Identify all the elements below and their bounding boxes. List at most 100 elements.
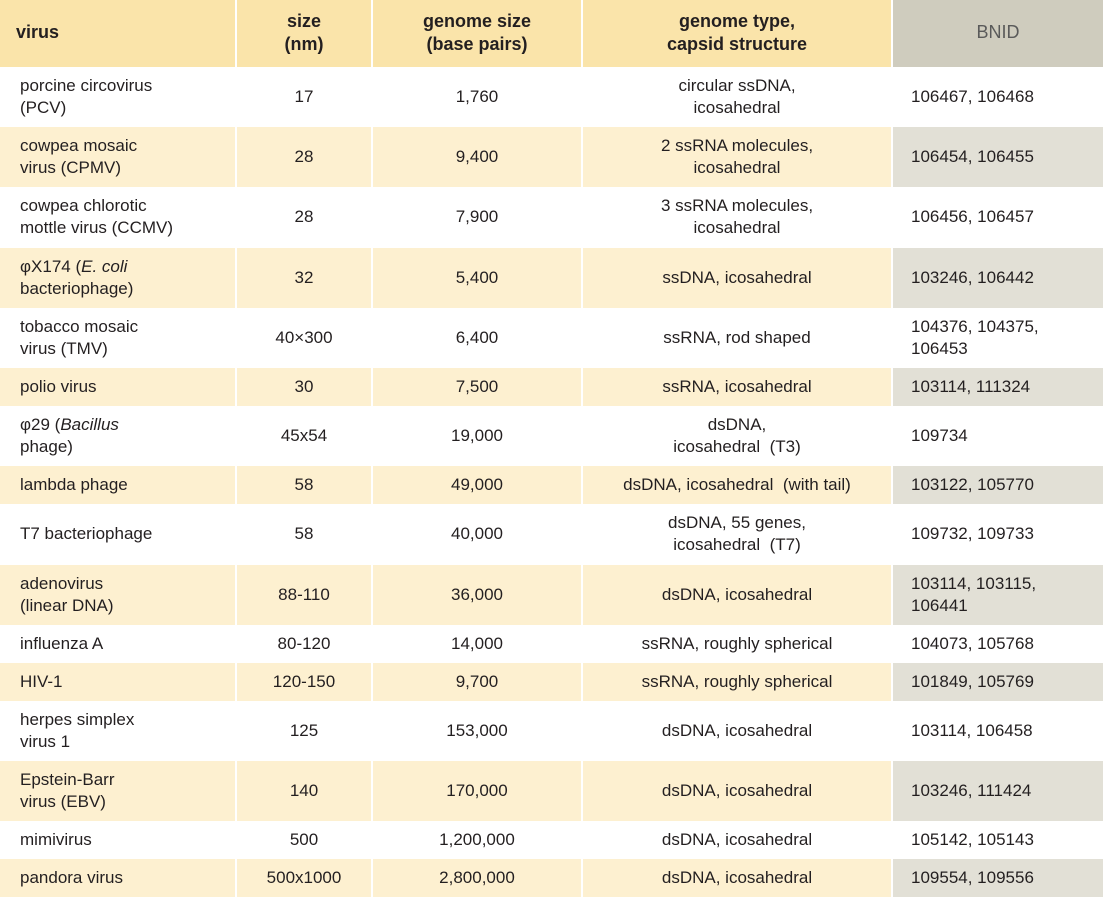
cell-bnid: 103114, 111324 [892,368,1103,406]
table-row: tobacco mosaicvirus (TMV)40×3006,400ssRN… [0,308,1103,368]
cell-genome: 14,000 [372,625,582,663]
cell-bnid: 109734 [892,406,1103,466]
col-header-type: genome type,capsid structure [582,0,892,67]
cell-genome: 49,000 [372,466,582,504]
cell-size: 32 [236,248,372,308]
cell-bnid: 109732, 109733 [892,504,1103,564]
cell-bnid: 106456, 106457 [892,187,1103,247]
cell-size: 120-150 [236,663,372,701]
cell-bnid: 106467, 106468 [892,67,1103,127]
table-row: cowpea mosaicvirus (CPMV)289,4002 ssRNA … [0,127,1103,187]
cell-bnid: 106454, 106455 [892,127,1103,187]
cell-size: 500 [236,821,372,859]
cell-bnid: 105142, 105143 [892,821,1103,859]
cell-bnid: 103122, 105770 [892,466,1103,504]
cell-size: 17 [236,67,372,127]
table-row: porcine circovirus(PCV)171,760circular s… [0,67,1103,127]
cell-virus: T7 bacteriophage [0,504,236,564]
table-row: herpes simplexvirus 1125153,000dsDNA, ic… [0,701,1103,761]
cell-size: 45x54 [236,406,372,466]
cell-type: dsDNA, icosahedral (with tail) [582,466,892,504]
cell-genome: 1,760 [372,67,582,127]
cell-type: dsDNA, icosahedral [582,761,892,821]
cell-type: ssRNA, icosahedral [582,368,892,406]
cell-genome: 170,000 [372,761,582,821]
cell-bnid: 109554, 109556 [892,859,1103,897]
table-row: adenovirus(linear DNA)88-11036,000dsDNA,… [0,565,1103,625]
virus-table-container: virus size(nm) genome size(base pairs) g… [0,0,1103,897]
cell-size: 30 [236,368,372,406]
cell-bnid: 101849, 105769 [892,663,1103,701]
cell-genome: 9,700 [372,663,582,701]
col-header-bnid: BNID [892,0,1103,67]
cell-genome: 7,900 [372,187,582,247]
cell-genome: 6,400 [372,308,582,368]
table-row: influenza A80-12014,000ssRNA, roughly sp… [0,625,1103,663]
cell-bnid: 103114, 103115,106441 [892,565,1103,625]
cell-virus: φX174 (E. colibacteriophage) [0,248,236,308]
cell-size: 40×300 [236,308,372,368]
cell-bnid: 104073, 105768 [892,625,1103,663]
cell-type: dsDNA, icosahedral [582,701,892,761]
cell-genome: 153,000 [372,701,582,761]
cell-genome: 19,000 [372,406,582,466]
table-body: porcine circovirus(PCV)171,760circular s… [0,67,1103,897]
cell-genome: 2,800,000 [372,859,582,897]
table-row: HIV-1120-1509,700ssRNA, roughly spherica… [0,663,1103,701]
cell-virus: φ29 (Bacillusphage) [0,406,236,466]
cell-genome: 1,200,000 [372,821,582,859]
table-row: φ29 (Bacillusphage)45x5419,000dsDNA,icos… [0,406,1103,466]
cell-type: ssDNA, icosahedral [582,248,892,308]
cell-bnid: 104376, 104375,106453 [892,308,1103,368]
virus-table: virus size(nm) genome size(base pairs) g… [0,0,1103,897]
cell-virus: porcine circovirus(PCV) [0,67,236,127]
cell-type: ssRNA, rod shaped [582,308,892,368]
cell-type: circular ssDNA,icosahedral [582,67,892,127]
cell-type: dsDNA, icosahedral [582,859,892,897]
cell-virus: herpes simplexvirus 1 [0,701,236,761]
cell-type: 2 ssRNA molecules,icosahedral [582,127,892,187]
col-header-genome: genome size(base pairs) [372,0,582,67]
table-row: Epstein-Barrvirus (EBV)140170,000dsDNA, … [0,761,1103,821]
table-row: mimivirus5001,200,000dsDNA, icosahedral1… [0,821,1103,859]
cell-type: dsDNA,icosahedral (T3) [582,406,892,466]
col-header-size: size(nm) [236,0,372,67]
cell-virus: HIV-1 [0,663,236,701]
table-row: pandora virus500x10002,800,000dsDNA, ico… [0,859,1103,897]
cell-bnid: 103114, 106458 [892,701,1103,761]
cell-size: 88-110 [236,565,372,625]
cell-virus: adenovirus(linear DNA) [0,565,236,625]
table-header-row: virus size(nm) genome size(base pairs) g… [0,0,1103,67]
cell-type: 3 ssRNA molecules,icosahedral [582,187,892,247]
cell-virus: influenza A [0,625,236,663]
cell-size: 28 [236,187,372,247]
cell-bnid: 103246, 106442 [892,248,1103,308]
table-row: T7 bacteriophage5840,000dsDNA, 55 genes,… [0,504,1103,564]
cell-virus: lambda phage [0,466,236,504]
cell-size: 500x1000 [236,859,372,897]
cell-size: 58 [236,466,372,504]
cell-type: dsDNA, icosahedral [582,821,892,859]
cell-genome: 5,400 [372,248,582,308]
cell-genome: 36,000 [372,565,582,625]
table-row: lambda phage5849,000dsDNA, icosahedral (… [0,466,1103,504]
cell-size: 28 [236,127,372,187]
cell-genome: 7,500 [372,368,582,406]
cell-type: ssRNA, roughly spherical [582,625,892,663]
col-header-virus: virus [0,0,236,67]
cell-type: dsDNA, 55 genes,icosahedral (T7) [582,504,892,564]
cell-size: 80-120 [236,625,372,663]
cell-genome: 9,400 [372,127,582,187]
cell-size: 125 [236,701,372,761]
cell-virus: cowpea chloroticmottle virus (CCMV) [0,187,236,247]
cell-size: 58 [236,504,372,564]
cell-virus: tobacco mosaicvirus (TMV) [0,308,236,368]
cell-virus: mimivirus [0,821,236,859]
table-row: cowpea chloroticmottle virus (CCMV)287,9… [0,187,1103,247]
cell-type: dsDNA, icosahedral [582,565,892,625]
table-row: polio virus307,500ssRNA, icosahedral1031… [0,368,1103,406]
cell-type: ssRNA, roughly spherical [582,663,892,701]
cell-bnid: 103246, 111424 [892,761,1103,821]
cell-genome: 40,000 [372,504,582,564]
cell-virus: polio virus [0,368,236,406]
